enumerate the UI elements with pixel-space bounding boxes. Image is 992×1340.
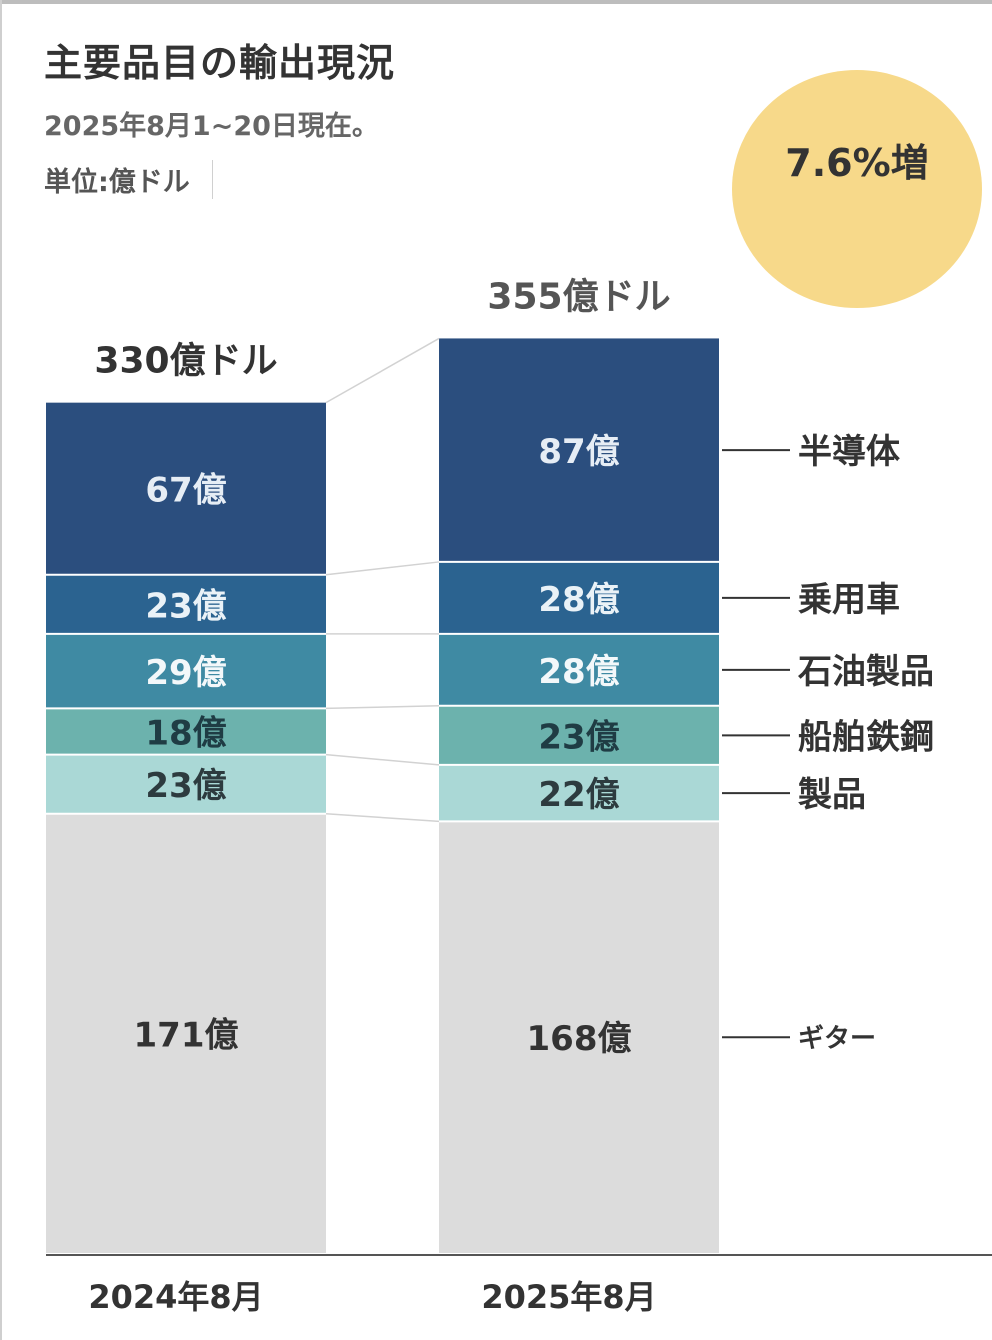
bar-segment-1-5 xyxy=(439,338,719,562)
bar-segment-1-4 xyxy=(439,561,719,634)
bar-segment-0-3 xyxy=(46,633,326,709)
data-label: 168億 xyxy=(527,1019,632,1059)
data-label: 23億 xyxy=(538,717,619,757)
connector-line xyxy=(325,337,440,404)
x-tick-label: 2024年8月 xyxy=(88,1278,263,1316)
data-label: 171億 xyxy=(134,1015,239,1055)
chart-title: 主要品目の輸出現況 xyxy=(44,41,396,85)
legend-label: 乗用車 xyxy=(798,580,900,620)
total-label: 355億ドル xyxy=(487,276,670,317)
data-label: 22億 xyxy=(538,775,619,815)
connector-line xyxy=(325,753,440,766)
top-rule xyxy=(0,0,992,4)
connector-line xyxy=(325,812,440,823)
legend-label: 製品 xyxy=(798,775,866,815)
legend-label: 半導体 xyxy=(798,432,900,472)
unit-label: 単位:億ドル xyxy=(44,160,213,199)
data-label: 23億 xyxy=(145,766,226,806)
growth-badge-text: 7.6%増 xyxy=(785,140,929,185)
bar-segment-1-3 xyxy=(439,633,719,706)
legend-label: 船舶鉄鋼 xyxy=(798,717,934,757)
data-label: 23億 xyxy=(145,586,226,626)
chart-subtitle: 2025年8月1~20日現在。 xyxy=(44,111,379,142)
bar-segment-1-0 xyxy=(439,821,719,1253)
legend-label: ギター xyxy=(798,1024,876,1054)
bar-segment-0-0 xyxy=(46,813,326,1253)
x-tick-label: 2025年8月 xyxy=(481,1278,656,1316)
bar-segment-0-2 xyxy=(46,708,326,755)
bar-segment-1-1 xyxy=(439,764,719,822)
bar-segment-0-4 xyxy=(46,574,326,634)
data-label: 28億 xyxy=(538,652,619,692)
data-label: 18億 xyxy=(145,713,226,753)
data-label: 67億 xyxy=(145,471,226,511)
data-label: 28億 xyxy=(538,580,619,620)
data-label: 29億 xyxy=(145,653,226,693)
bar-segment-0-5 xyxy=(46,402,326,575)
data-label: 87億 xyxy=(538,432,619,472)
connector-line xyxy=(325,561,440,576)
bar-segment-1-2 xyxy=(439,705,719,765)
total-label: 330億ドル xyxy=(94,341,277,382)
growth-badge: 7.6%増 xyxy=(732,70,982,308)
legend-label: 石油製品 xyxy=(797,652,934,692)
connector-line xyxy=(325,705,440,710)
left-rule xyxy=(0,0,2,1340)
bar-segment-0-1 xyxy=(46,754,326,814)
